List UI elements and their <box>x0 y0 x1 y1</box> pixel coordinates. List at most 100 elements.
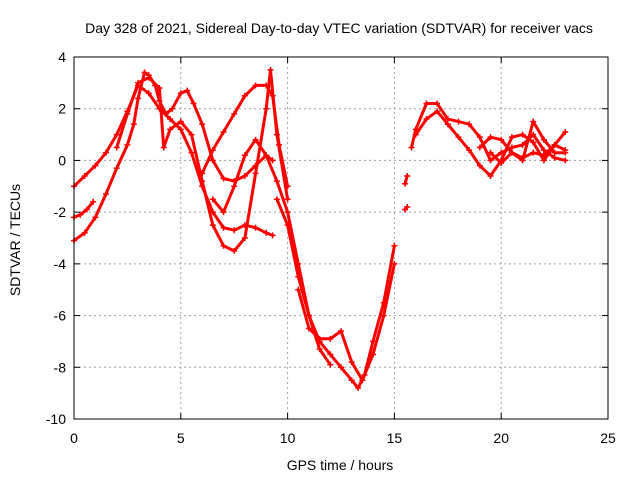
data-point-marker <box>316 335 323 342</box>
series-track-14 <box>476 134 569 161</box>
data-point-marker <box>276 141 283 148</box>
x-tick-label: 25 <box>600 430 616 446</box>
data-point-marker <box>263 105 270 112</box>
data-point-marker <box>113 144 120 151</box>
data-point-marker <box>263 229 270 236</box>
data-point-marker <box>199 170 206 177</box>
data-point-marker <box>269 157 276 164</box>
y-tick-label: -8 <box>54 359 67 375</box>
data-point-marker <box>103 149 110 156</box>
data-point-marker <box>348 377 355 384</box>
data-point-marker <box>530 118 537 125</box>
data-point-marker <box>83 206 90 213</box>
data-point-marker <box>160 144 167 151</box>
data-point-marker <box>476 162 483 169</box>
data-point-marker <box>177 90 184 97</box>
data-point-marker <box>327 351 334 358</box>
data-point-marker <box>508 134 515 141</box>
data-point-marker <box>508 144 515 151</box>
data-point-marker <box>284 222 291 229</box>
data-point-marker <box>530 149 537 156</box>
series-track-11 <box>408 100 569 164</box>
axis-layer: 0 5 10 15 20 25 -10 -8 -6 -4 -2 0 2 4 <box>46 49 616 446</box>
data-point-marker <box>209 157 216 164</box>
data-point-marker <box>402 180 409 187</box>
data-point-marker <box>316 346 323 353</box>
data-point-marker <box>241 235 248 241</box>
data-point-marker <box>273 196 280 203</box>
series-trace <box>296 262 396 382</box>
data-point-marker <box>338 364 344 371</box>
plot-frame <box>73 56 609 420</box>
series-track-8 <box>295 260 398 384</box>
data-point-marker <box>476 134 483 141</box>
data-point-marker <box>540 157 547 164</box>
data-point-marker <box>562 147 569 154</box>
data-point-marker <box>508 149 515 156</box>
data-point-marker <box>562 157 569 164</box>
series-track-10 <box>402 203 411 213</box>
data-point-marker <box>540 152 547 159</box>
data-point-marker <box>370 351 377 358</box>
data-point-marker <box>267 66 274 73</box>
data-point-marker <box>130 121 137 128</box>
data-point-marker <box>391 260 398 267</box>
data-point-marker <box>434 108 441 115</box>
data-point-marker <box>295 273 302 280</box>
data-point-marker <box>167 116 174 123</box>
series-trace <box>489 120 567 165</box>
series-layer <box>71 66 569 391</box>
data-point-marker <box>188 131 195 138</box>
data-point-marker <box>359 377 366 384</box>
data-point-marker <box>348 359 355 366</box>
x-axis-label: GPS time / hours <box>287 457 394 473</box>
x-tick-label: 15 <box>387 430 403 446</box>
data-point-marker <box>252 170 259 177</box>
data-point-marker <box>162 110 169 117</box>
data-point-marker <box>423 100 430 107</box>
data-point-marker <box>540 147 547 154</box>
data-point-marker <box>263 82 270 89</box>
series-trace <box>200 83 290 188</box>
data-point-marker <box>92 162 99 169</box>
y-tick-label: -6 <box>54 308 67 324</box>
data-point-marker <box>540 136 547 143</box>
data-point-marker <box>252 224 259 231</box>
data-point-marker <box>135 95 142 102</box>
data-point-marker <box>269 232 276 239</box>
data-point-marker <box>423 116 430 123</box>
data-point-marker <box>487 149 494 156</box>
data-point-marker <box>141 69 148 76</box>
data-point-marker <box>124 141 131 148</box>
data-point-marker <box>220 224 227 231</box>
data-point-marker <box>455 134 462 141</box>
data-point-marker <box>167 126 174 133</box>
x-tick-label: 5 <box>177 430 185 446</box>
data-point-marker <box>466 121 473 128</box>
y-tick-label: 2 <box>58 101 66 117</box>
data-point-marker <box>487 172 494 179</box>
data-point-marker <box>113 165 120 172</box>
y-axis-label: SDTVAR / TECUs <box>7 184 23 296</box>
series-track-12 <box>412 108 569 179</box>
data-point-marker <box>231 247 238 254</box>
data-point-marker <box>295 286 302 293</box>
data-point-marker <box>391 242 398 249</box>
data-point-marker <box>145 90 152 97</box>
y-tick-label: -2 <box>54 204 67 220</box>
data-point-marker <box>284 183 291 190</box>
data-point-marker <box>263 152 270 159</box>
data-point-marker <box>145 74 152 81</box>
y-tick-label: -4 <box>54 256 67 272</box>
data-point-marker <box>487 157 494 164</box>
data-point-marker <box>113 131 120 138</box>
data-point-marker <box>551 154 558 161</box>
y-tick-label: -10 <box>46 411 66 427</box>
x-tick-label: 0 <box>70 430 78 446</box>
data-point-marker <box>199 178 206 185</box>
data-point-marker <box>135 79 142 86</box>
data-point-marker <box>188 149 195 156</box>
data-point-marker <box>220 209 227 216</box>
